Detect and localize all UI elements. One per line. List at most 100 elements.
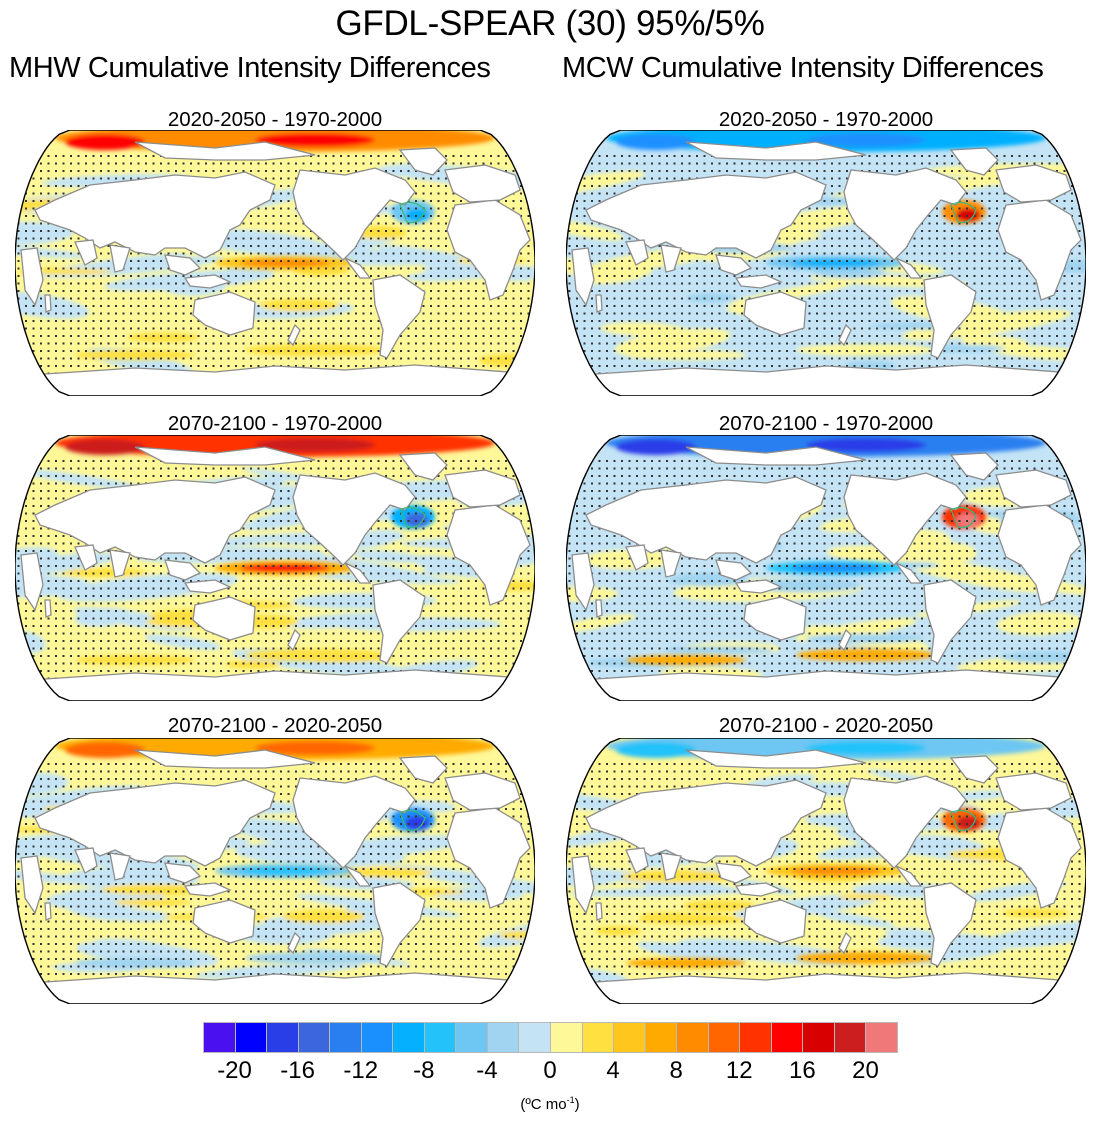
colorbar-box (739, 1022, 772, 1053)
land-arcticLand (134, 446, 316, 466)
land-arabia (74, 239, 98, 266)
colorbar-box (203, 1022, 236, 1053)
panel-title: 2070-2100 - 1970-2000 (718, 412, 934, 435)
map-border (15, 130, 535, 396)
land-northAmerica (292, 775, 416, 869)
colorbar-tick-label: 12 (725, 1057, 753, 1084)
land-australia (743, 291, 807, 336)
significance-contour (950, 506, 977, 529)
colorbar-box (581, 1022, 615, 1053)
land-australia (192, 899, 256, 944)
land-europe (995, 164, 1072, 203)
significance-contour (399, 809, 426, 832)
land-madagascar (44, 294, 52, 313)
significance-contour (399, 201, 426, 224)
colorbar-tick-label: 0 (543, 1057, 557, 1084)
land-masses (566, 749, 1086, 1004)
land-madagascar (595, 902, 603, 921)
land-australia (192, 291, 256, 336)
colorbar-tick-label: 20 (852, 1057, 879, 1084)
land-indonesia (734, 579, 783, 594)
map-panel-mcw-1 (566, 435, 1086, 701)
land-centralAmerica (895, 562, 923, 584)
land-northAmerica (843, 167, 967, 261)
colorbar-box (550, 1022, 583, 1053)
land-antarctica (566, 972, 1086, 1004)
land-greenland (398, 755, 448, 784)
colorbar-box (266, 1022, 299, 1053)
land-madagascar (44, 599, 52, 618)
colorbar-box (518, 1022, 552, 1053)
land-madagascar (44, 902, 52, 921)
land-antarctica (566, 364, 1086, 396)
land-india (660, 244, 682, 273)
land-nz (838, 931, 852, 955)
land-india (109, 549, 131, 578)
panel-title: 2070-2100 - 2020-2050 (718, 714, 934, 737)
land-southAmerica (923, 579, 977, 664)
land-arcticLand (134, 141, 316, 161)
map-panel-mhw-0 (15, 130, 535, 396)
colorbar-units: (ºC mo-1) (0, 1095, 1100, 1113)
feature-arctic (806, 438, 926, 452)
feature-arctic (616, 439, 696, 455)
land-southAmerica (923, 882, 977, 967)
land-africa (446, 504, 531, 606)
map-border (15, 738, 535, 1004)
feature-arctic (806, 741, 926, 755)
land-nz (287, 323, 301, 347)
land-europe (444, 469, 521, 508)
land-arabia (625, 847, 649, 874)
land-eurasia (34, 171, 276, 259)
land-greenland (949, 755, 999, 784)
land-masses (566, 446, 1086, 701)
land-indonesia (183, 274, 232, 289)
panel-title: 2020-2050 - 1970-2000 (718, 108, 934, 131)
land-africaEdge (571, 552, 595, 612)
land-nz (287, 931, 301, 955)
land-india (109, 244, 131, 273)
colorbar-box (329, 1022, 362, 1053)
land-southAmerica (372, 579, 426, 664)
land-southAmerica (923, 274, 977, 359)
colorbar-box (455, 1022, 488, 1053)
land-eurasia (34, 779, 276, 867)
feature-arctic (616, 134, 696, 150)
land-indonesia (734, 274, 783, 289)
map-border (566, 130, 1086, 396)
colorbar-box (865, 1022, 899, 1053)
land-australia (743, 596, 807, 641)
land-europe (995, 772, 1072, 811)
land-india (660, 852, 682, 881)
colorbar-box (613, 1022, 646, 1053)
land-australia (192, 596, 256, 641)
map-panel-mhw-1 (15, 435, 535, 701)
colorbar (203, 1022, 899, 1053)
panel-title: 2070-2100 - 1970-2000 (167, 412, 383, 435)
feature-arctic (65, 134, 145, 150)
map-panel-mhw-2 (15, 738, 535, 1004)
land-southAmerica (372, 882, 426, 967)
land-masses (566, 141, 1086, 396)
land-india (109, 852, 131, 881)
land-seAsia (164, 254, 202, 276)
land-arcticLand (685, 749, 867, 769)
land-europe (444, 772, 521, 811)
land-indonesia (183, 579, 232, 594)
map-panel-mcw-2 (566, 738, 1086, 1004)
units-text: (ºC mo (520, 1096, 567, 1113)
units-superscript: -1 (566, 1095, 575, 1105)
land-seAsia (164, 862, 202, 884)
feature-arctic (806, 133, 926, 147)
land-antarctica (15, 364, 535, 396)
land-antarctica (15, 669, 535, 701)
feature-arctic (616, 742, 696, 758)
land-centralAmerica (344, 257, 372, 279)
significance-contour (950, 201, 977, 224)
colorbar-box (486, 1022, 520, 1053)
colorbar-box (770, 1022, 804, 1053)
land-africa (446, 199, 531, 301)
land-africa (997, 199, 1082, 301)
land-centralAmerica (895, 865, 923, 887)
colorbar-tick-label: -12 (343, 1057, 379, 1084)
